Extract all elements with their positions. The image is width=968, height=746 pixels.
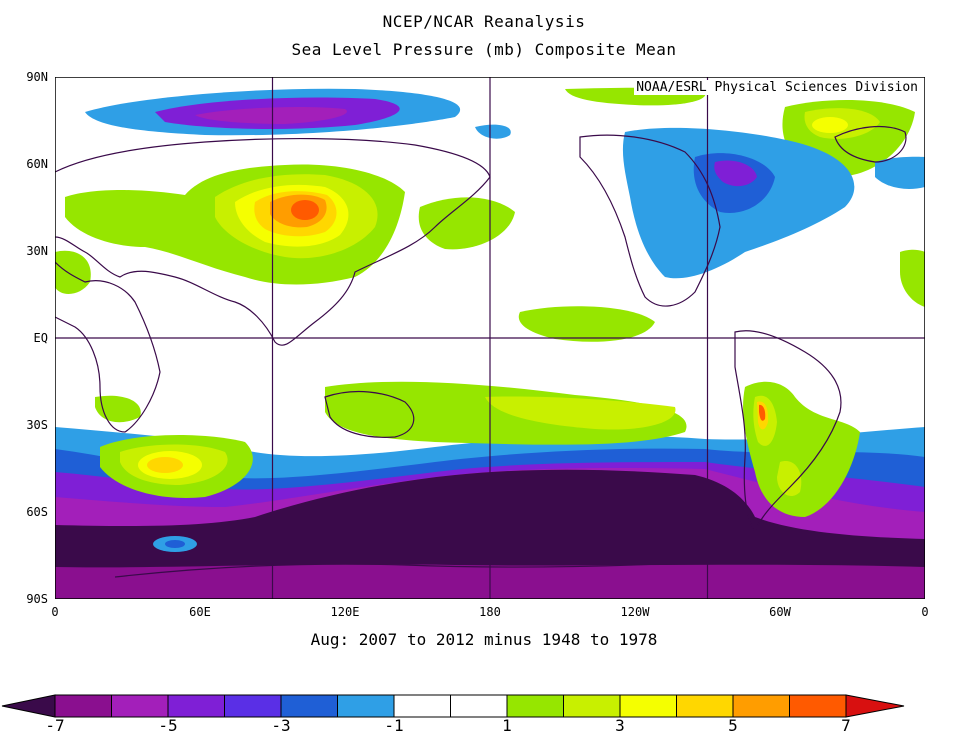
colorbar-segment [224,694,282,718]
south-america-positive-anomaly [743,381,860,517]
colorbar-label-7: 7 [841,716,851,735]
colorbar-label-neg1: -1 [384,716,404,735]
credit-label: NOAA/ESRL Physical Sciences Division [634,80,920,95]
colorbar-segment [506,694,564,718]
colorbar-segment [619,694,677,718]
lat-label-60n: 60N [26,157,48,171]
grid-lines [55,77,925,599]
colorbar-segment [789,694,847,718]
colorbar-segment [280,694,338,718]
colorbar-segment [393,694,451,718]
colorbar-label-5: 5 [728,716,738,735]
lat-label-eq: EQ [33,331,48,345]
colorbar-segment [54,694,112,718]
lon-label-60w: 60W [769,605,791,619]
title-line-2: Sea Level Pressure (mb) Composite Mean [291,40,677,59]
colorbar-label-neg5: -5 [158,716,178,735]
colorbar [1,694,905,718]
colorbar-segment [337,694,395,718]
colorbar-label-3: 3 [615,716,625,735]
lon-label-120e: 120E [330,605,360,619]
lon-label-60e: 60E [189,605,211,619]
continent-outlines [55,126,925,578]
colorbar-segment [732,694,790,718]
indian-ocean-positive-anomaly [100,435,253,498]
north-america-negative-anomaly [475,124,925,279]
lon-label-180: 180 [479,605,501,619]
date-range-subtitle: Aug: 2007 to 2012 minus 1948 to 1978 [310,630,658,649]
asia-positive-anomaly [65,164,405,285]
title-line-1: NCEP/NCAR Reanalysis [382,12,586,31]
lat-label-30n: 30N [26,244,48,258]
lon-label-0: 0 [51,605,59,619]
lon-label-120w: 120W [620,605,650,619]
colorbar-label-1: 1 [502,716,512,735]
colorbar-label-neg3: -3 [271,716,291,735]
lat-label-90n: 90N [26,70,48,84]
colorbar-segment [563,694,621,718]
colorbar-label-neg7: -7 [45,716,65,735]
colorbar-segment [450,694,508,718]
colorbar-segment [676,694,734,718]
colorbar-arrow-high [845,694,905,718]
slp-anomaly-map [55,77,925,599]
colorbar-segment [167,694,225,718]
lat-label-30s: 30S [26,418,48,432]
lat-label-60s: 60S [26,505,48,519]
lat-label-90s: 90S [26,592,48,606]
tropical-positive-anomalies [55,87,925,445]
colorbar-segment [111,694,169,718]
colorbar-arrow-low [1,694,56,718]
lon-label-0-end: 0 [921,605,929,619]
